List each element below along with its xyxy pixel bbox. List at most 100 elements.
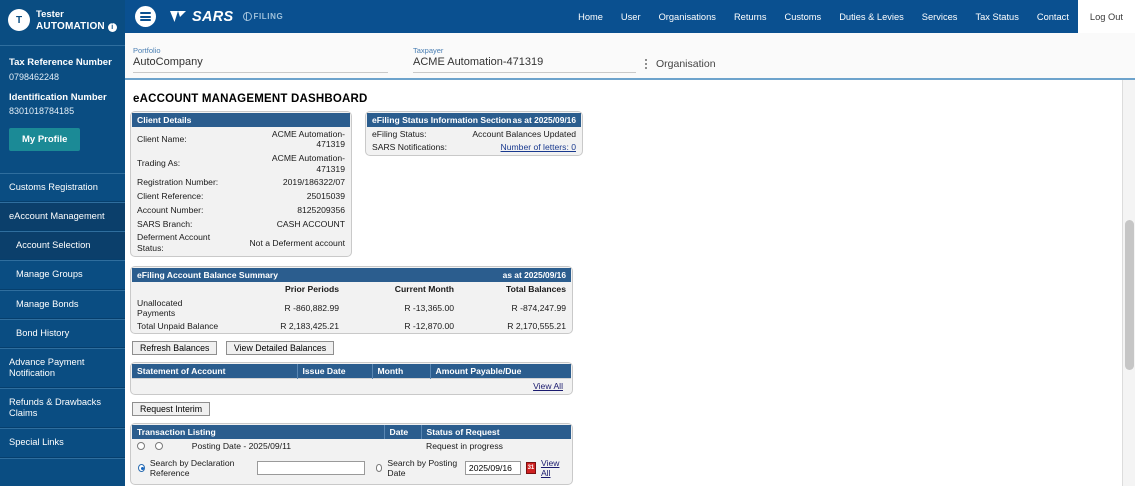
table-row: eFiling Status: Account Balances Updated [367, 127, 581, 141]
sidebar-item-manage-groups[interactable]: Manage Groups [0, 260, 125, 290]
identification-number-label: Identification Number [9, 92, 107, 104]
identification-number-value: 8301018784185 [9, 106, 75, 117]
client-reference-value: 25015039 [306, 191, 345, 202]
efiling-status-table: eFiling Status: Account Balances Updated… [367, 127, 581, 154]
entity-type-label: Organisation [656, 58, 716, 70]
user-profile-block[interactable]: T Tester AUTOMATION i [0, 0, 125, 43]
sars-chevron-icon [170, 11, 186, 22]
transaction-search-bar: Search by Declaration Reference Search b… [132, 453, 571, 484]
scrollbar-thumb[interactable] [1125, 220, 1134, 370]
tax-info-block: Tax Reference Number 0798462248 Identifi… [0, 46, 125, 151]
calendar-icon[interactable]: 31 [525, 462, 536, 475]
efiling-status-label: eFiling Status: [372, 128, 427, 139]
log-out-button[interactable]: Log Out [1077, 0, 1135, 33]
sidebar-item-customs-registration[interactable]: Customs Registration [0, 172, 125, 203]
sars-wordmark: SARS [192, 8, 234, 25]
trading-as-label: Trading As: [137, 158, 181, 169]
page-title: eACCOUNT MANAGEMENT DASHBOARD [133, 93, 368, 105]
table-row: Registration Number: 2019/186322/07 [132, 176, 350, 190]
request-interim-button[interactable]: Request Interim [132, 402, 211, 417]
top-nav-organisations[interactable]: Organisations [658, 11, 716, 22]
unallocated-payments-total: R -874,247.99 [511, 302, 566, 313]
top-nav-user[interactable]: User [620, 11, 641, 22]
table-row: Client Name: ACME Automation-471319 [132, 127, 350, 151]
client-reference-label: Client Reference: [137, 191, 204, 202]
table-header-row: Prior Periods Current Month Total Balanc… [132, 282, 571, 296]
vertical-scrollbar[interactable] [1122, 80, 1135, 486]
soa-col-statement: Statement of Account [132, 364, 298, 379]
transaction-status: Request in progress [421, 439, 571, 454]
efiling-status-value: Account Balances Updated [472, 128, 576, 139]
taxpayer-value[interactable]: ACME Automation-471319 [413, 56, 636, 73]
transaction-radio-1[interactable] [137, 442, 145, 451]
search-by-declaration-radio[interactable] [138, 464, 145, 473]
search-by-posting-date-radio[interactable] [375, 464, 383, 473]
client-details-panel: Client Details Client Name: ACME Automat… [130, 111, 352, 258]
table-header-row: Transaction Listing Date Status of Reque… [132, 425, 571, 440]
declaration-reference-input[interactable] [256, 461, 365, 476]
user-last-name-row: AUTOMATION i [36, 21, 117, 34]
search-by-posting-date-label: Search by Posting Date [387, 458, 458, 479]
statement-view-all-link[interactable]: View All [533, 381, 563, 392]
sidebar-nav-tail [0, 457, 125, 461]
sidebar: T Tester AUTOMATION i Tax Reference Numb… [0, 0, 125, 486]
sars-logo[interactable]: SARS FILING [170, 9, 283, 25]
top-nav-returns[interactable]: Returns [733, 11, 767, 22]
sidebar-item-special-links[interactable]: Special Links [0, 428, 125, 458]
top-nav-customs[interactable]: Customs [784, 11, 822, 22]
efiling-status-asat: as at 2025/09/16 [512, 115, 576, 125]
top-nav-services[interactable]: Services [921, 11, 958, 22]
table-header-row: Statement of Account Issue Date Month Am… [132, 364, 571, 379]
account-number-label: Account Number: [137, 204, 204, 215]
sidebar-item-bond-history[interactable]: Bond History [0, 318, 125, 348]
taxpayer-label: Taxpayer [413, 46, 444, 55]
deferment-status-label: Deferment Account Status: [137, 232, 211, 254]
posting-date-input[interactable] [464, 461, 521, 476]
table-row: Total Unpaid Balance R 2,183,425.21 R -1… [132, 319, 571, 332]
sidebar-item-account-selection[interactable]: Account Selection [0, 231, 125, 261]
main-area: SARS FILING Home User Organisations Retu… [125, 0, 1135, 486]
number-of-letters-link[interactable]: Number of letters: 0 [500, 142, 576, 153]
top-nav-tax-status[interactable]: Tax Status [975, 11, 1019, 22]
sidebar-item-refunds-drawbacks-claims[interactable]: Refunds & Drawbacks Claims [0, 388, 125, 429]
efiling-status-title: eFiling Status Information Section [372, 115, 512, 125]
portfolio-selector[interactable]: Portfolio AutoCompany [133, 46, 388, 73]
sidebar-item-manage-bonds[interactable]: Manage Bonds [0, 289, 125, 319]
sars-notifications-label: SARS Notifications: [372, 142, 447, 153]
total-unpaid-balance-total: R 2,170,555.21 [507, 320, 566, 331]
transaction-radio-2[interactable] [155, 442, 164, 451]
transaction-listing-table: Transaction Listing Date Status of Reque… [132, 425, 571, 454]
sidebar-spacer [0, 151, 125, 173]
transaction-view-all-link[interactable]: View All [540, 458, 560, 479]
hamburger-icon[interactable] [135, 6, 156, 27]
top-nav-duties-levies[interactable]: Duties & Levies [839, 11, 904, 22]
registration-number-label: Registration Number: [137, 177, 219, 188]
balance-summary-table: Prior Periods Current Month Total Balanc… [132, 282, 571, 332]
user-last-name: AUTOMATION [36, 20, 105, 32]
taxpayer-selector[interactable]: Taxpayer ACME Automation-471319 [413, 46, 636, 73]
soa-col-issue-date: Issue Date [297, 364, 373, 379]
sars-branch-value: CASH ACCOUNT [276, 218, 345, 229]
balance-col-prior-periods: Prior Periods [285, 284, 339, 295]
selector-row: Portfolio AutoCompany Taxpayer ACME Auto… [125, 33, 1135, 80]
info-icon[interactable]: i [107, 22, 117, 32]
transaction-date [384, 439, 421, 454]
view-detailed-balances-button[interactable]: View Detailed Balances [225, 341, 335, 356]
table-row: SARS Notifications: Number of letters: 0 [367, 141, 581, 155]
more-options-icon[interactable] [645, 59, 647, 69]
top-nav-home[interactable]: Home [578, 11, 603, 22]
sidebar-item-eaccount-management[interactable]: eAccount Management [0, 202, 125, 232]
balance-summary-asat: as at 2025/09/16 [502, 270, 566, 281]
statement-of-account-panel: Statement of Account Issue Date Month Am… [130, 362, 573, 396]
user-name-group: Tester AUTOMATION i [36, 8, 117, 33]
portfolio-value[interactable]: AutoCompany [133, 56, 388, 73]
balance-col-current-month: Current Month [394, 284, 454, 295]
top-nav-contact[interactable]: Contact [1036, 11, 1069, 22]
refresh-balances-button[interactable]: Refresh Balances [132, 341, 218, 356]
search-by-declaration-label: Search by Declaration Reference [149, 458, 235, 479]
my-profile-button[interactable]: My Profile [9, 127, 81, 151]
registration-number-value: 2019/186322/07 [282, 177, 345, 188]
avatar: T [8, 9, 30, 31]
sidebar-item-advance-payment-notification[interactable]: Advance Payment Notification [0, 347, 125, 389]
